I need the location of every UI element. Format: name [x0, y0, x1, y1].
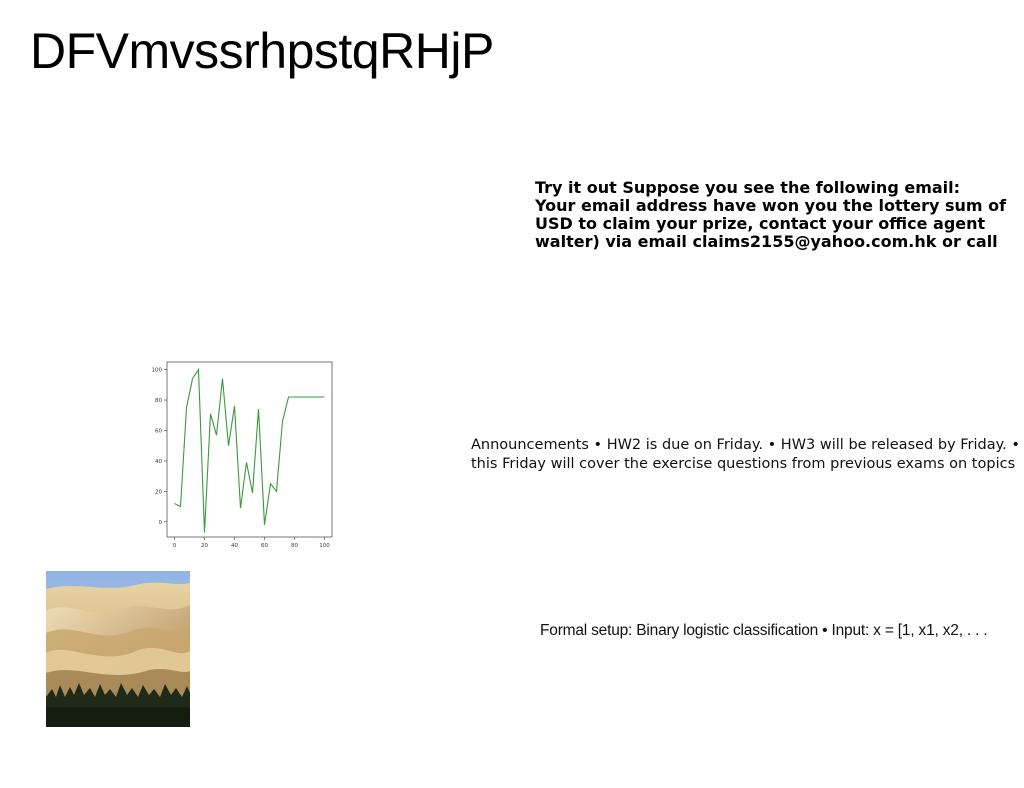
- email-line: Your email address have won you the lott…: [535, 196, 1007, 215]
- series-line: [174, 367, 325, 533]
- email-line: USD to claim your prize, contact your of…: [535, 214, 986, 233]
- y-tick-label: 80: [155, 398, 162, 404]
- chart-frame: [166, 361, 333, 538]
- y-tick-label: 40: [155, 459, 162, 465]
- x-tick-label: 60: [261, 543, 268, 549]
- desert-dunes-picture: [46, 571, 190, 727]
- announcement-line: Announcements • HW2 is due on Friday. • …: [471, 437, 1020, 453]
- email-line: Try it out Suppose you see the following…: [535, 178, 961, 197]
- email-line: walter) via email claims2155@yahoo.com.h…: [535, 232, 998, 251]
- line-chart: 0 20 40 60 80 100 0 20 40 60 80 100: [140, 355, 340, 550]
- y-tick-label: 20: [155, 489, 162, 495]
- y-tick-label: 100: [152, 368, 163, 374]
- announcement-line: this Friday will cover the exercise ques…: [471, 455, 1016, 472]
- x-tick-label: 20: [201, 543, 208, 549]
- x-tick-label: 80: [291, 543, 298, 549]
- x-tick-label: 100: [319, 543, 330, 549]
- x-tick-label: 40: [231, 543, 238, 549]
- desert-dunes-image: [46, 571, 190, 727]
- page-title: DFVmvssrhpstqRHjP: [30, 23, 494, 79]
- formal-setup-text: Formal setup: Binary logistic classifica…: [540, 622, 988, 639]
- announcements-text: Announcements • HW2 is due on Friday. • …: [471, 436, 1021, 473]
- x-tick-label: 0: [173, 543, 177, 549]
- line-chart-svg: 0 20 40 60 80 100 0 20 40 60 80 100: [152, 361, 333, 549]
- email-example-text: Try it out Suppose you see the following…: [535, 179, 1015, 251]
- y-tick-label: 60: [155, 428, 162, 434]
- y-tick-label: 0: [159, 520, 163, 526]
